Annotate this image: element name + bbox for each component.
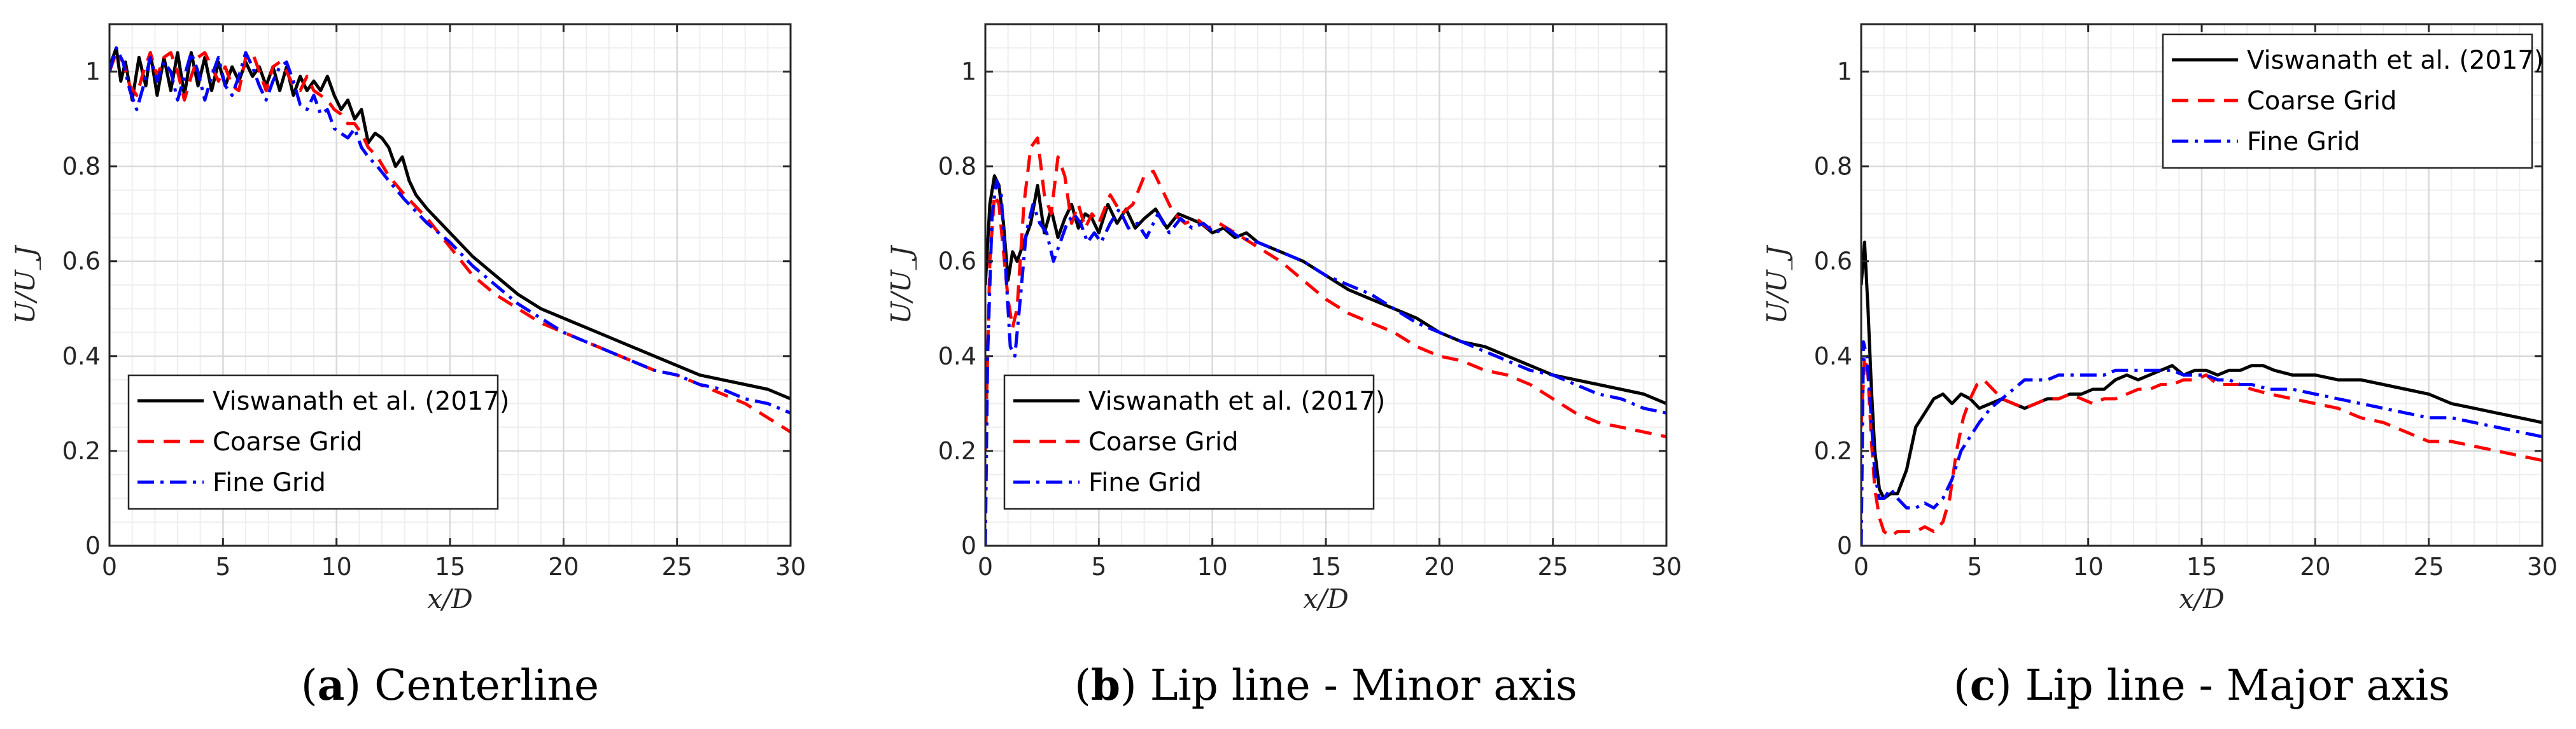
y-tick-label: 0.2 (1814, 437, 1852, 465)
series-line-viswanath-et-al-2017 (109, 46, 791, 401)
caption-letter: b (1091, 660, 1120, 710)
x-tick-label: 20 (2300, 553, 2330, 581)
caption-paren-close: ) (344, 661, 374, 710)
x-tick-label: 15 (1311, 553, 1341, 581)
legend-label: Fine Grid (2247, 127, 2360, 156)
subfigure-caption: (a) Centerline (301, 660, 599, 710)
series-group (985, 136, 1666, 546)
x-tick-label: 5 (1091, 553, 1106, 581)
subfigure-caption: (b) Lip line - Minor axis (1074, 660, 1577, 710)
x-tick-label: 0 (1854, 553, 1869, 581)
x-axis-label: x/D (1303, 583, 1349, 614)
y-axis-label: U/U_J (10, 244, 41, 324)
y-tick-label: 0 (961, 532, 976, 560)
panel-b: 0 5 10 15 20 25 30 0 0.2 0.4 0.6 0.8 1 x/D U/U_J Viswan… (885, 23, 1682, 710)
y-tick-label: 0.4 (1814, 342, 1852, 370)
series-line-fine-grid (985, 179, 1666, 546)
y-tick-label: 0 (85, 532, 101, 560)
y-tick-label: 0.2 (938, 437, 976, 465)
x-tick-label: 20 (1424, 553, 1454, 581)
y-tick-label: 0.6 (1814, 247, 1852, 275)
x-tick-label: 30 (775, 553, 806, 581)
legend-label: Viswanath et al. (2017) (2247, 46, 2544, 75)
x-tick-label: 15 (435, 553, 465, 581)
series-line-viswanath-et-al-2017 (1861, 240, 2542, 500)
legend: Viswanath et al. (2017) Coarse Grid Fine G… (2162, 33, 2544, 169)
y-tick-label: 0.4 (62, 342, 101, 370)
caption-letter: a (318, 660, 345, 710)
legend-label: Fine Grid (1088, 468, 1202, 497)
series-group (109, 46, 791, 434)
legend-label: Coarse Grid (2247, 87, 2397, 116)
legend-label: Fine Grid (213, 468, 326, 497)
x-tick-label: 0 (102, 553, 117, 581)
series-line-fine-grid (1861, 340, 2542, 546)
caption-paren-open: ( (1953, 661, 1970, 710)
series-group (1861, 240, 2542, 546)
legend-label: Viswanath et al. (2017) (213, 387, 509, 416)
x-tick-label: 5 (1967, 553, 1982, 581)
caption-paren-open: ( (1074, 661, 1091, 710)
legend-label: Coarse Grid (213, 427, 362, 457)
legend: Viswanath et al. (2017) Coarse Grid Fine G… (1003, 374, 1385, 510)
y-tick-label: 1 (961, 58, 976, 86)
y-tick-label: 0.8 (62, 153, 101, 181)
y-tick-label: 0.2 (62, 437, 101, 465)
caption-text: Centerline (374, 661, 599, 710)
y-tick-label: 0.8 (1814, 153, 1852, 181)
y-tick-label: 1 (1837, 58, 1852, 86)
subfigure-caption: (c) Lip line - Major axis (1953, 660, 2450, 710)
x-tick-label: 20 (548, 553, 579, 581)
x-tick-label: 10 (1197, 553, 1227, 581)
y-tick-label: 0.6 (938, 247, 976, 275)
x-tick-label: 25 (1537, 553, 1568, 581)
x-tick-label: 5 (215, 553, 230, 581)
x-tick-label: 30 (1651, 553, 1682, 581)
legend-label: Viswanath et al. (2017) (1088, 387, 1385, 416)
series-line-fine-grid (109, 46, 791, 415)
y-tick-label: 0 (1837, 532, 1852, 560)
x-tick-label: 0 (978, 553, 993, 581)
caption-paren-open: ( (301, 661, 318, 710)
panel-a: 0 5 10 15 20 25 30 0 0.2 0.4 0.6 0.8 1 x/D U/U_J Viswan… (10, 23, 806, 710)
series-line-coarse-grid (985, 136, 1666, 451)
caption-text: Lip line - Minor axis (1150, 661, 1577, 710)
panel-c: 0 5 10 15 20 25 30 0 0.2 0.4 0.6 0.8 1 x/D U/U_J Viswan… (1761, 23, 2558, 710)
x-axis-label: x/D (2179, 583, 2225, 614)
y-axis-label: U/U_J (1761, 244, 1792, 324)
y-tick-label: 0.4 (938, 342, 976, 370)
series-line-coarse-grid (109, 51, 791, 434)
y-tick-label: 0.6 (62, 247, 101, 275)
x-tick-label: 10 (321, 553, 351, 581)
y-axis-label: U/U_J (885, 244, 917, 324)
x-tick-label: 25 (2413, 553, 2444, 581)
series-line-coarse-grid (1861, 354, 2542, 538)
y-tick-label: 1 (85, 58, 101, 86)
legend: Viswanath et al. (2017) Coarse Grid Fine G… (127, 374, 509, 510)
legend-label: Coarse Grid (1088, 427, 1238, 457)
caption-text: Lip line - Major axis (2025, 661, 2450, 710)
x-tick-label: 30 (2527, 553, 2558, 581)
x-tick-label: 10 (2073, 553, 2103, 581)
caption-paren-close: ) (1995, 661, 2025, 710)
x-tick-label: 15 (2186, 553, 2217, 581)
y-tick-label: 0.8 (938, 153, 976, 181)
caption-letter: c (1970, 660, 1995, 710)
x-tick-label: 25 (661, 553, 692, 581)
x-axis-label: x/D (427, 583, 473, 614)
caption-paren-close: ) (1120, 661, 1150, 710)
